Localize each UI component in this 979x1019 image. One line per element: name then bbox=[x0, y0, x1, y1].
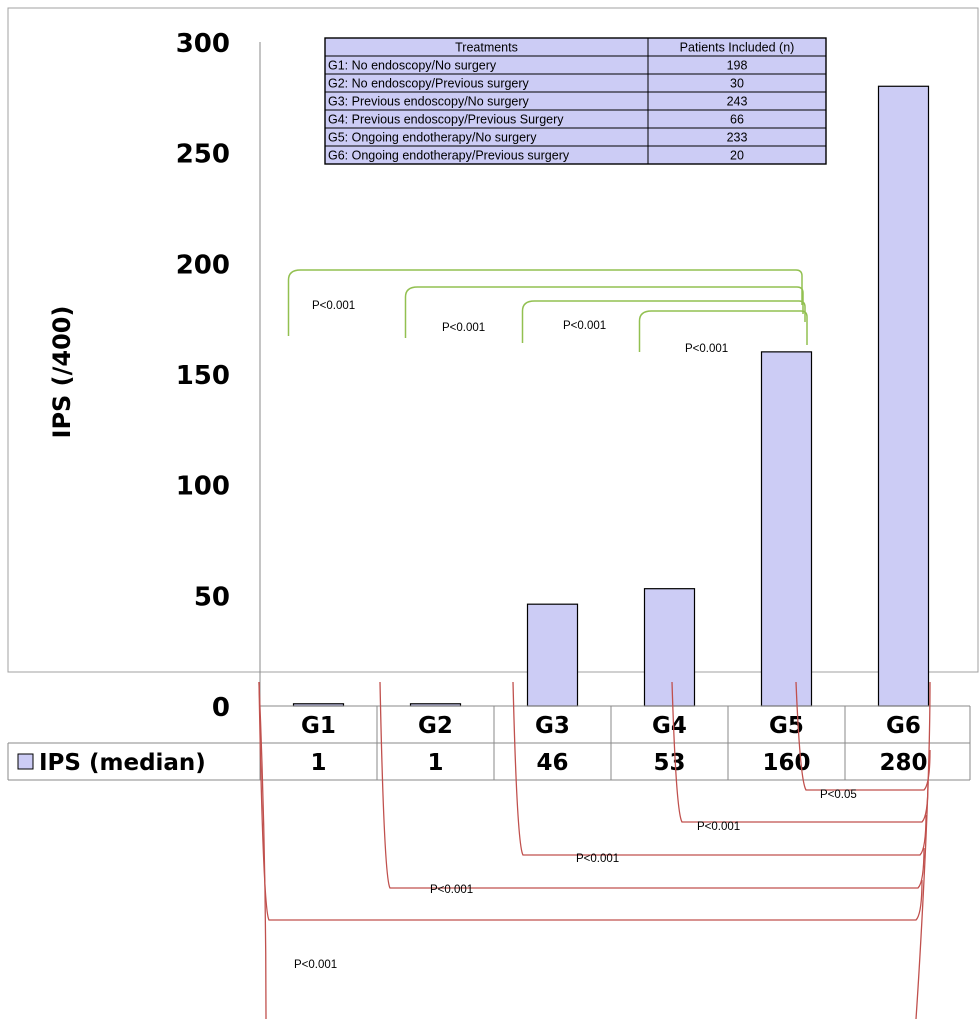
y-ticks: 0 50 100 150 200 250 300 bbox=[176, 29, 230, 723]
treatment-name: G1: No endoscopy/No surgery bbox=[328, 59, 497, 73]
red-bracket-right-arc bbox=[915, 681, 931, 1019]
data-label: 53 bbox=[653, 750, 685, 776]
bars bbox=[292, 85, 930, 707]
legend-label: IPS (median) bbox=[39, 750, 206, 776]
red-bracket bbox=[379, 681, 925, 889]
y-tick-label: 200 bbox=[176, 250, 230, 280]
data-label: 160 bbox=[762, 750, 810, 776]
x-tick-label: G1 bbox=[301, 713, 336, 739]
data-label: 280 bbox=[879, 750, 927, 776]
red-bracket bbox=[795, 681, 931, 791]
bar-g4 bbox=[643, 588, 696, 707]
treatment-name: G3: Previous endoscopy/No surgery bbox=[328, 95, 530, 109]
green-bracket bbox=[638, 310, 808, 352]
treatment-name: G6: Ongoing endotherapy/Previous surgery bbox=[328, 149, 570, 163]
x-tick-label: G3 bbox=[535, 713, 570, 739]
p-value-label: P<0.05 bbox=[820, 789, 857, 801]
red-comparisons: P<0.05 P<0.001 P<0.001 P<0.001 P<0.001 bbox=[258, 681, 931, 1019]
red-bracket-left-arc bbox=[258, 681, 267, 1019]
p-value-label: P<0.001 bbox=[312, 300, 355, 312]
p-value-label: P<0.001 bbox=[430, 884, 473, 896]
treatments-table-bg bbox=[324, 37, 827, 165]
data-label: 46 bbox=[536, 750, 568, 776]
y-tick-label: 0 bbox=[212, 693, 230, 723]
treatments-table: Treatments Patients Included (n) G1: No en… bbox=[324, 37, 827, 165]
p-value-label: P<0.001 bbox=[685, 343, 728, 355]
y-tick-label: 150 bbox=[176, 361, 230, 391]
p-value-label: P<0.001 bbox=[563, 320, 606, 332]
patients-header: Patients Included (n) bbox=[680, 41, 795, 55]
patient-count: 20 bbox=[730, 149, 744, 163]
bar-g3 bbox=[526, 603, 579, 707]
red-bracket bbox=[258, 681, 923, 921]
y-tick-label: 50 bbox=[194, 582, 230, 612]
patient-count: 243 bbox=[727, 95, 748, 109]
treatment-name: G2: No endoscopy/Previous surgery bbox=[328, 77, 530, 91]
treatment-name: G5: Ongoing endotherapy/No surgery bbox=[328, 131, 537, 145]
treatments-header: Treatments bbox=[455, 41, 518, 55]
treatment-name: G4: Previous endoscopy/Previous Surgery bbox=[328, 113, 564, 127]
y-tick-label: 250 bbox=[176, 140, 230, 170]
y-tick-label: 100 bbox=[176, 472, 230, 502]
green-bracket bbox=[287, 269, 803, 336]
p-value-label: P<0.001 bbox=[697, 821, 740, 833]
y-tick-label: 300 bbox=[176, 29, 230, 59]
red-bracket bbox=[512, 681, 927, 856]
x-tick-label: G6 bbox=[886, 713, 921, 739]
green-comparisons: P<0.001 P<0.001 P<0.001 P<0.001 bbox=[287, 269, 808, 355]
x-tick-label: G2 bbox=[418, 713, 453, 739]
patient-count: 198 bbox=[727, 59, 748, 73]
patient-count: 30 bbox=[730, 77, 744, 91]
green-bracket bbox=[404, 286, 804, 338]
patient-count: 233 bbox=[727, 131, 748, 145]
bar-g5 bbox=[760, 351, 813, 707]
y-axis-label: IPS (/400) bbox=[48, 306, 76, 439]
patient-count: 66 bbox=[730, 113, 744, 127]
legend-swatch bbox=[17, 753, 34, 770]
data-label: 1 bbox=[310, 750, 326, 776]
p-value-label: P<0.001 bbox=[576, 853, 619, 865]
p-value-label: P<0.001 bbox=[442, 322, 485, 334]
data-label: 1 bbox=[427, 750, 443, 776]
p-value-label: P<0.001 bbox=[294, 959, 337, 971]
x-tick-label: G4 bbox=[652, 713, 687, 739]
bar-g6 bbox=[877, 85, 930, 707]
green-bracket bbox=[521, 300, 806, 343]
